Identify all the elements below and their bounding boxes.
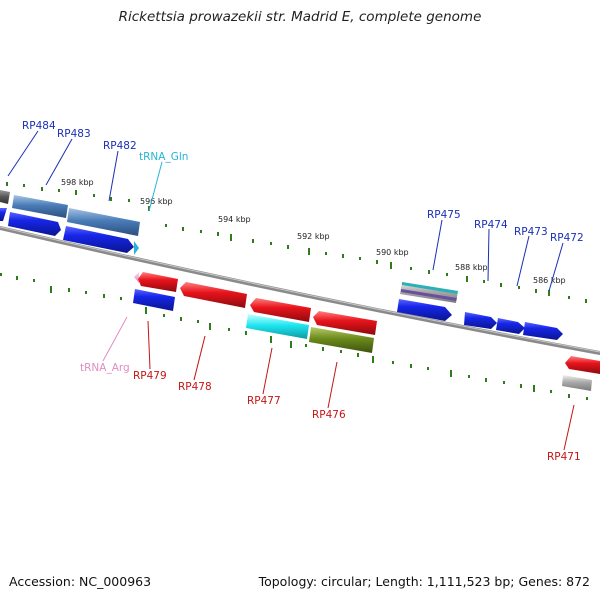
feature-rp477-block[interactable] xyxy=(246,314,309,339)
scale-ticks-inner xyxy=(0,273,588,400)
label-rp484: RP484 xyxy=(22,120,56,132)
gene-rp472[interactable] xyxy=(523,322,563,340)
forward-features xyxy=(0,190,458,303)
label-trna-gln: tRNA_Gln xyxy=(139,151,188,163)
genome-backbone xyxy=(0,226,600,355)
gene-rp471[interactable] xyxy=(565,356,600,374)
kbp-label-596: 596 kbp xyxy=(140,197,173,206)
label-rp478: RP478 xyxy=(178,381,212,393)
label-rp475: RP475 xyxy=(427,209,461,221)
gene-trna-arg[interactable] xyxy=(134,272,139,283)
gene-rp478[interactable] xyxy=(180,282,247,308)
genome-summary-text: Topology: circular; Length: 1,111,523 bp… xyxy=(258,574,590,589)
gene-rp483[interactable] xyxy=(8,212,61,236)
gene-rp473[interactable] xyxy=(496,318,525,334)
label-rp471: RP471 xyxy=(547,451,581,463)
label-rp473: RP473 xyxy=(514,226,548,238)
feature-rp471-block[interactable] xyxy=(562,375,592,391)
label-trna-arg: tRNA_Arg xyxy=(80,362,130,374)
label-rp483: RP483 xyxy=(57,128,91,140)
feature-rp483-block[interactable] xyxy=(12,195,68,218)
feature-rp476-block[interactable] xyxy=(309,327,374,353)
scale-ticks-outer xyxy=(6,182,587,303)
gene-rp474[interactable] xyxy=(464,312,497,329)
gene-trna-gln[interactable] xyxy=(134,241,139,255)
map-title: Rickettsia prowazekii str. Madrid E, com… xyxy=(118,9,482,25)
reverse-features xyxy=(133,289,592,391)
gene-rp484[interactable] xyxy=(0,208,7,221)
label-rp477: RP477 xyxy=(247,395,281,407)
kbp-label-594: 594 kbp xyxy=(218,215,251,224)
gene-rp479[interactable] xyxy=(138,272,178,292)
kbp-label-586: 586 kbp xyxy=(533,276,566,285)
feature-rp479-block[interactable] xyxy=(133,289,175,311)
gene-rp482[interactable] xyxy=(63,226,134,253)
feature-rp482-block[interactable] xyxy=(67,208,140,236)
gene-rp475[interactable] xyxy=(397,299,452,321)
forward-genes xyxy=(0,208,563,340)
label-rp474: RP474 xyxy=(474,219,508,231)
kbp-label-592: 592 kbp xyxy=(297,232,330,241)
label-rp472: RP472 xyxy=(550,232,584,244)
kbp-label-598: 598 kbp xyxy=(61,178,94,187)
gene-rp476[interactable] xyxy=(313,311,377,335)
accession-text: Accession: NC_000963 xyxy=(9,574,152,589)
label-rp479: RP479 xyxy=(133,370,167,382)
gene-rp477[interactable] xyxy=(250,298,311,322)
label-rp482: RP482 xyxy=(103,140,137,152)
label-rp476: RP476 xyxy=(312,409,346,421)
kbp-label-588: 588 kbp xyxy=(455,263,488,272)
kbp-label-590: 590 kbp xyxy=(376,248,409,257)
reverse-genes xyxy=(134,272,600,374)
